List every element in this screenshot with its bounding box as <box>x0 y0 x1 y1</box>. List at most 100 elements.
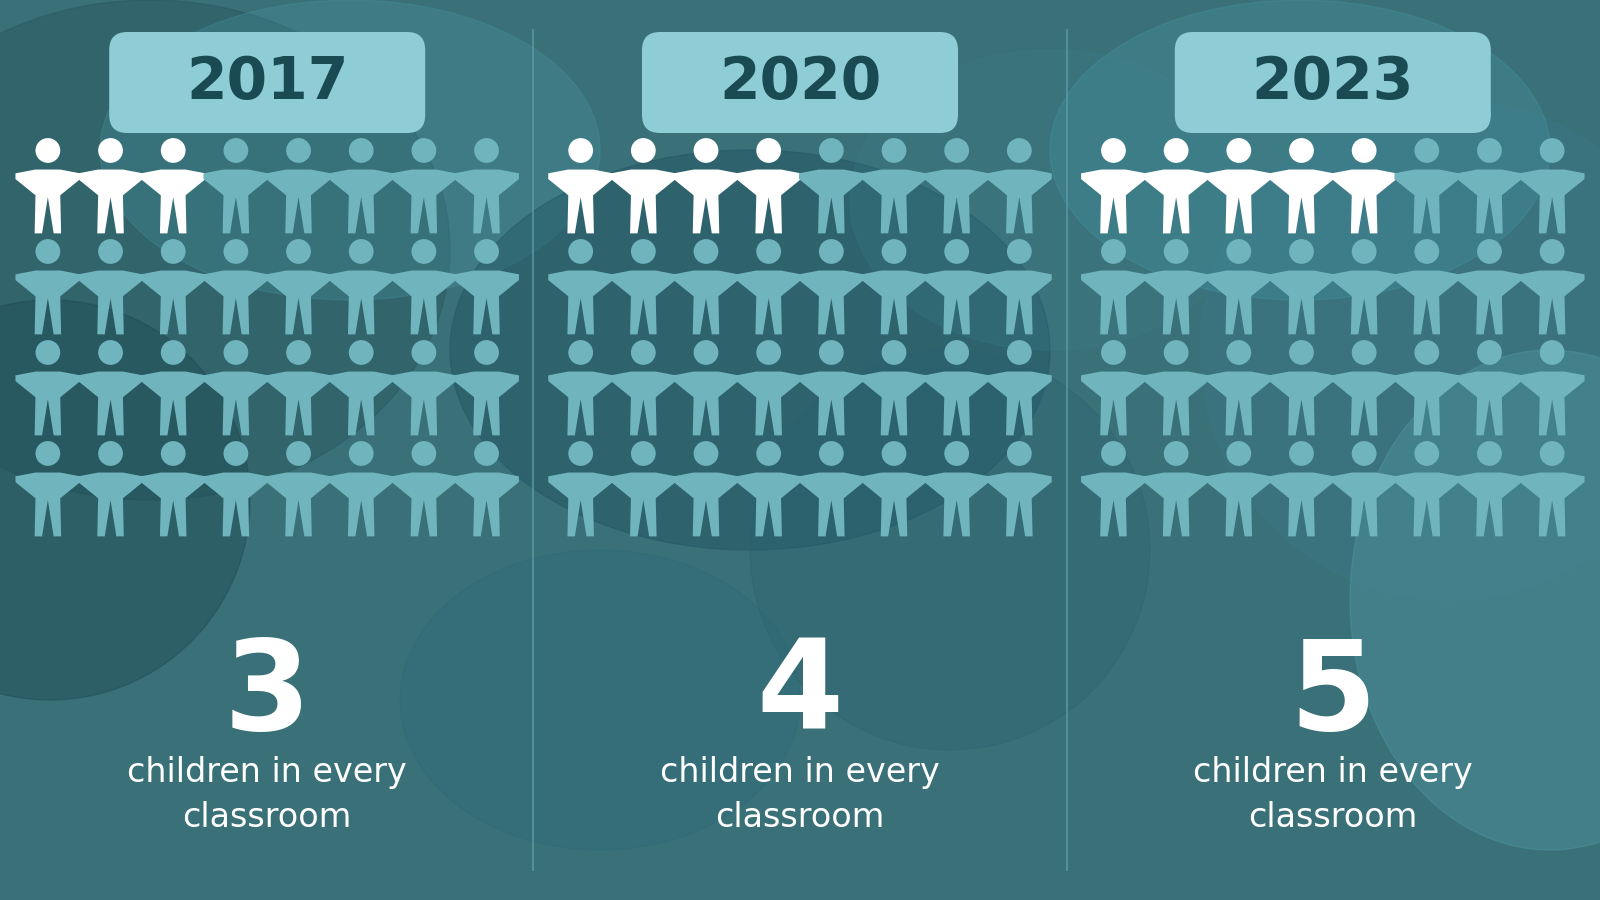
Circle shape <box>1163 239 1189 264</box>
Text: 2017: 2017 <box>186 54 349 111</box>
Ellipse shape <box>450 150 1050 550</box>
Circle shape <box>474 441 499 466</box>
Polygon shape <box>1206 271 1270 335</box>
Circle shape <box>882 340 906 364</box>
Polygon shape <box>862 271 926 335</box>
Circle shape <box>1477 441 1502 466</box>
Polygon shape <box>203 472 269 536</box>
Polygon shape <box>1269 472 1334 536</box>
FancyBboxPatch shape <box>109 32 426 133</box>
Polygon shape <box>549 472 613 536</box>
Polygon shape <box>674 271 738 335</box>
Circle shape <box>630 340 656 364</box>
Polygon shape <box>862 372 926 436</box>
Circle shape <box>411 340 437 364</box>
Text: children in every
classroom: children in every classroom <box>128 756 406 833</box>
Text: 5: 5 <box>1290 634 1376 755</box>
Polygon shape <box>987 372 1051 436</box>
Polygon shape <box>925 472 989 536</box>
Ellipse shape <box>1200 100 1600 600</box>
Circle shape <box>757 239 781 264</box>
Polygon shape <box>330 472 394 536</box>
Polygon shape <box>1395 372 1459 436</box>
Circle shape <box>1290 239 1314 264</box>
Circle shape <box>474 340 499 364</box>
Polygon shape <box>1144 271 1208 335</box>
Circle shape <box>568 340 594 364</box>
Circle shape <box>1101 239 1126 264</box>
Ellipse shape <box>850 50 1250 350</box>
Polygon shape <box>611 472 675 536</box>
Circle shape <box>35 340 61 364</box>
Text: 2020: 2020 <box>718 54 882 111</box>
Circle shape <box>944 441 970 466</box>
Circle shape <box>224 340 248 364</box>
Circle shape <box>1101 340 1126 364</box>
Circle shape <box>1477 340 1502 364</box>
Polygon shape <box>141 169 205 233</box>
Circle shape <box>694 239 718 264</box>
Polygon shape <box>392 271 456 335</box>
Polygon shape <box>1395 169 1459 233</box>
Polygon shape <box>1520 271 1584 335</box>
Circle shape <box>1006 239 1032 264</box>
Circle shape <box>286 138 310 163</box>
Polygon shape <box>454 372 518 436</box>
Polygon shape <box>1206 472 1270 536</box>
Polygon shape <box>78 372 142 436</box>
Polygon shape <box>1269 271 1334 335</box>
Circle shape <box>1539 441 1565 466</box>
Circle shape <box>35 239 61 264</box>
Circle shape <box>1227 239 1251 264</box>
Polygon shape <box>674 472 738 536</box>
Polygon shape <box>1520 372 1584 436</box>
Polygon shape <box>798 372 864 436</box>
FancyBboxPatch shape <box>642 32 958 133</box>
Polygon shape <box>549 169 613 233</box>
Circle shape <box>1539 138 1565 163</box>
Circle shape <box>286 239 310 264</box>
Text: children in every
classroom: children in every classroom <box>661 756 939 833</box>
Polygon shape <box>141 372 205 436</box>
Polygon shape <box>925 372 989 436</box>
Ellipse shape <box>1050 0 1550 300</box>
Circle shape <box>162 138 186 163</box>
Ellipse shape <box>750 350 1150 750</box>
Circle shape <box>882 441 906 466</box>
Polygon shape <box>987 271 1051 335</box>
Circle shape <box>944 340 970 364</box>
Ellipse shape <box>0 0 450 500</box>
Polygon shape <box>862 169 926 233</box>
Circle shape <box>35 138 61 163</box>
Polygon shape <box>454 472 518 536</box>
Circle shape <box>349 441 373 466</box>
Polygon shape <box>1144 472 1208 536</box>
Circle shape <box>349 239 373 264</box>
Polygon shape <box>1395 271 1459 335</box>
Polygon shape <box>78 472 142 536</box>
Ellipse shape <box>400 550 800 850</box>
Circle shape <box>224 441 248 466</box>
Polygon shape <box>78 271 142 335</box>
Polygon shape <box>611 271 675 335</box>
Ellipse shape <box>99 0 600 300</box>
Polygon shape <box>1458 271 1522 335</box>
Circle shape <box>349 138 373 163</box>
Ellipse shape <box>0 300 250 700</box>
Polygon shape <box>1520 169 1584 233</box>
Circle shape <box>882 138 906 163</box>
Polygon shape <box>16 372 80 436</box>
Text: 4: 4 <box>757 634 843 755</box>
Circle shape <box>1352 138 1376 163</box>
Polygon shape <box>1082 472 1146 536</box>
Polygon shape <box>1520 472 1584 536</box>
Polygon shape <box>798 472 864 536</box>
Circle shape <box>286 441 310 466</box>
Polygon shape <box>1458 169 1522 233</box>
Polygon shape <box>1144 372 1208 436</box>
Circle shape <box>1101 138 1126 163</box>
Polygon shape <box>266 271 331 335</box>
Circle shape <box>1290 441 1314 466</box>
Circle shape <box>819 340 843 364</box>
Circle shape <box>1539 340 1565 364</box>
